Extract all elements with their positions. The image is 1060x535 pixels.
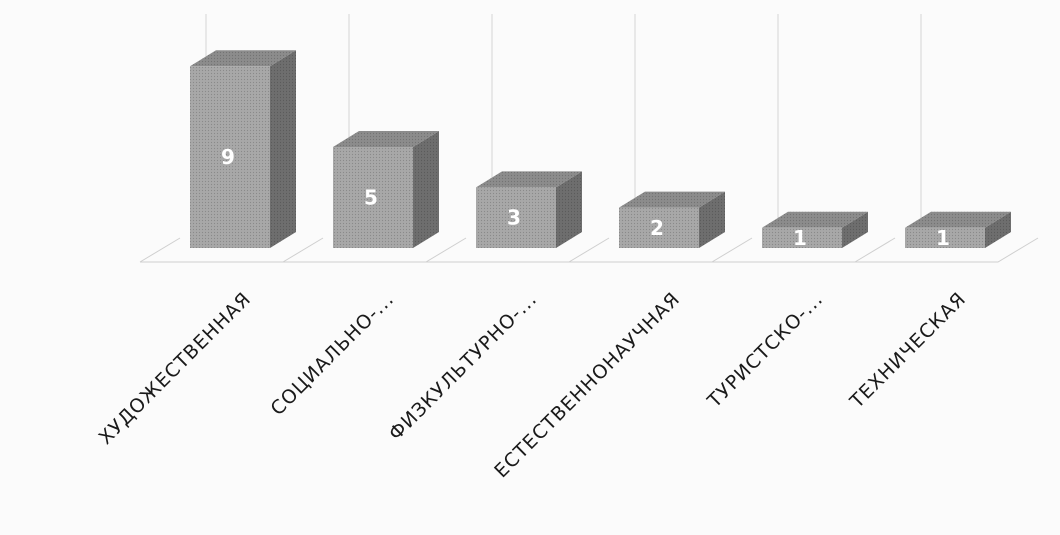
bar-texture bbox=[762, 211, 868, 228]
floor-divider bbox=[854, 237, 896, 263]
bar-texture bbox=[190, 50, 296, 67]
bar-texture bbox=[190, 66, 270, 249]
category-label: ТУРИСТСКО-... bbox=[703, 288, 828, 413]
bar-value-label: 5 bbox=[364, 186, 378, 210]
bar: 1 bbox=[905, 211, 1011, 250]
floor-divider bbox=[282, 237, 324, 263]
bar-value-label: 3 bbox=[507, 206, 521, 230]
bar-texture bbox=[413, 131, 439, 248]
floor-divider bbox=[425, 237, 467, 263]
chart-floor bbox=[139, 237, 1039, 263]
category-label: ФИЗКУЛЬТУРНО-... bbox=[385, 288, 542, 445]
bar-texture bbox=[842, 211, 868, 248]
category-labels: ХУДОЖЕСТВЕННАЯ СОЦИАЛЬНО-...ФИЗКУЛЬТУРНО-… bbox=[95, 288, 971, 482]
bar-value-label: 2 bbox=[650, 216, 664, 240]
bar-texture bbox=[619, 207, 699, 248]
floor-edge bbox=[139, 237, 181, 263]
bar-texture bbox=[333, 147, 413, 248]
bar-texture bbox=[905, 227, 985, 248]
bar-texture bbox=[699, 191, 725, 248]
bar-texture bbox=[905, 211, 1011, 228]
bar-value-label: 1 bbox=[793, 226, 807, 250]
bar-value-label: 1 bbox=[936, 226, 950, 250]
bar-texture bbox=[556, 171, 582, 248]
bar: 2 bbox=[619, 191, 725, 248]
bar-texture bbox=[619, 191, 725, 208]
bar-texture bbox=[476, 187, 556, 248]
category-label: СОЦИАЛЬНО-... bbox=[266, 288, 398, 420]
bar-texture bbox=[476, 171, 582, 188]
category-label: ТЕХНИЧЕСКАЯ bbox=[845, 288, 970, 413]
bar-value-label: 9 bbox=[221, 145, 235, 169]
bar: 9 bbox=[190, 50, 296, 249]
floor-divider bbox=[568, 237, 610, 263]
bar: 1 bbox=[762, 211, 868, 250]
bar-texture bbox=[762, 227, 842, 248]
floor-divider bbox=[711, 237, 753, 263]
category-label: ХУДОЖЕСТВЕННАЯ bbox=[95, 288, 256, 449]
bar: 5 bbox=[333, 131, 439, 248]
bar: 3 bbox=[476, 171, 582, 248]
bars: 9 5 3 2 1 1 bbox=[190, 50, 1011, 250]
bar-texture bbox=[985, 211, 1011, 248]
bar-texture bbox=[270, 50, 296, 249]
bar-texture bbox=[333, 131, 439, 148]
